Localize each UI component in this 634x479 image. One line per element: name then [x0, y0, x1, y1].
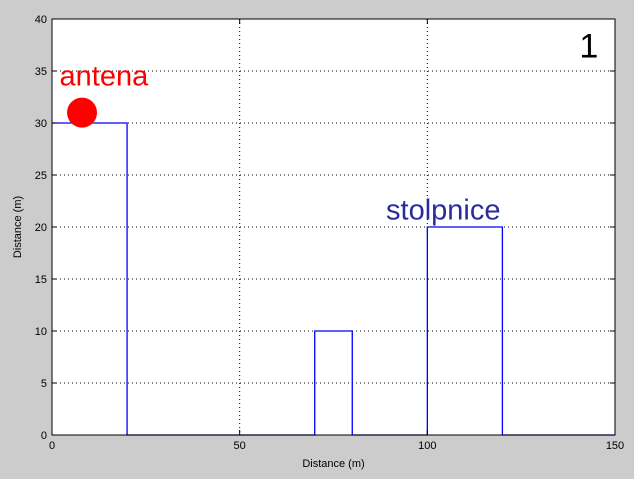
antenna-annotation: antena: [60, 61, 150, 93]
y-tick-label: 20: [35, 222, 47, 234]
y-tick-label: 35: [35, 66, 47, 78]
x-axis-label: Distance (m): [302, 458, 364, 470]
tick-layer: 0 50 100 150 0 5 10 15 20 25 30 35 40: [35, 14, 624, 452]
towers-annotation: stolpnice: [386, 195, 500, 227]
y-tick-label: 30: [35, 118, 47, 130]
y-tick-label: 10: [35, 326, 47, 338]
plot-area: [52, 19, 615, 435]
x-tick-label: 0: [49, 440, 55, 452]
x-tick-label: 50: [234, 440, 246, 452]
y-tick-label: 0: [41, 430, 47, 442]
terrain-profile-line: [52, 122, 615, 436]
series-layer: [52, 97, 615, 436]
x-tick-label: 150: [606, 440, 624, 452]
y-axis-label: Distance (m): [12, 196, 24, 258]
y-tick-label: 15: [35, 274, 47, 286]
annotation-layer: antena stolpnice 1: [60, 27, 599, 226]
figure-number-annotation: 1: [579, 27, 598, 65]
y-tick-label: 5: [41, 378, 47, 390]
y-tick-label: 40: [35, 14, 47, 26]
antenna-marker: [67, 97, 98, 128]
y-tick-label: 25: [35, 170, 47, 182]
x-tick-label: 100: [418, 440, 436, 452]
